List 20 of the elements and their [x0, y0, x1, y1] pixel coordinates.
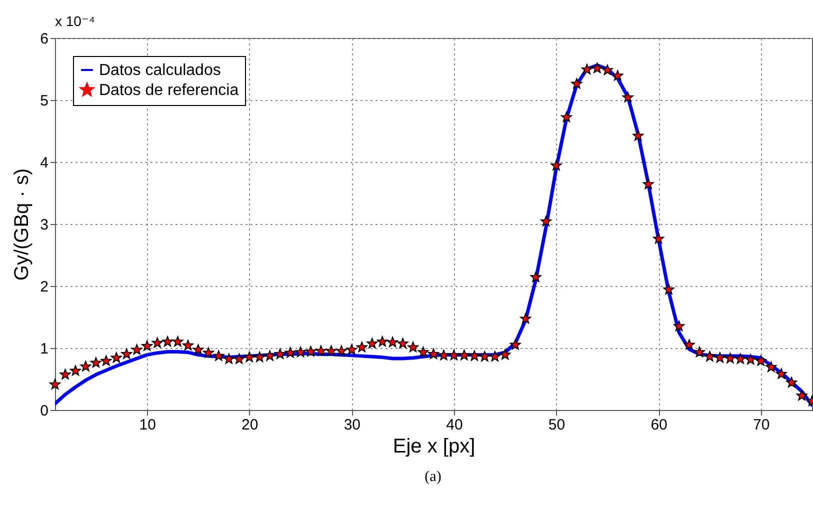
y-axis-title: Gy/(GBq · s): [11, 168, 34, 281]
y-tick-label: 2: [40, 278, 48, 296]
legend-label: Datos de referencia: [99, 82, 239, 99]
x-tick-label: 60: [650, 416, 668, 434]
x-axis-title: Eje x [px]: [392, 436, 476, 458]
text: (a): [424, 469, 442, 485]
y-tick-label: 4: [40, 154, 48, 172]
y-tick-label: 5: [40, 92, 48, 110]
y-tick-label: 3: [40, 216, 48, 234]
y-tick-label: 1: [40, 340, 48, 358]
x-tick-label: 30: [344, 416, 361, 434]
y-tick-label: 6: [40, 30, 48, 48]
legend-label: Datos calculados: [99, 62, 221, 79]
text: x 10⁻⁴: [55, 13, 95, 29]
x-tick-label: 20: [242, 416, 258, 434]
x-tick-label: 70: [753, 416, 770, 434]
x-tick-label: 50: [548, 416, 566, 434]
x-tick-label: 10: [139, 416, 156, 434]
x-tick-label: 40: [446, 416, 463, 434]
y-tick-label: 0: [40, 402, 48, 420]
